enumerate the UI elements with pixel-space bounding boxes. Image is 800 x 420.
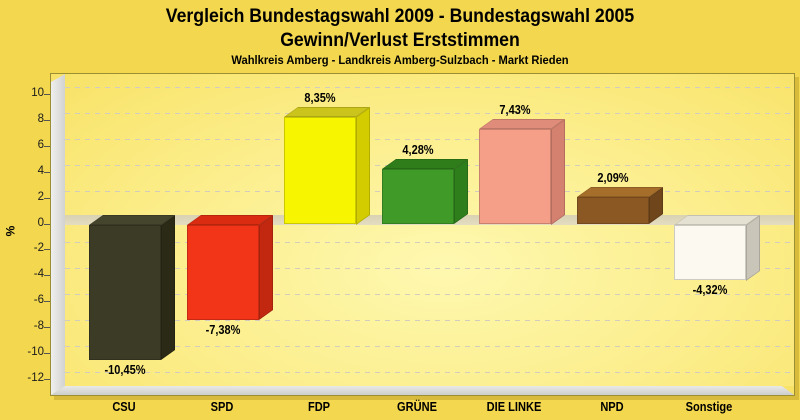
y-tick-mark (44, 120, 51, 122)
y-tick-label: 6 (37, 138, 44, 151)
y-tick-mark (44, 352, 51, 354)
x-axis-label-CSU: CSU (112, 399, 136, 414)
bar-top-SPD (186, 214, 273, 225)
bar-top-FDP (284, 106, 370, 117)
bar-GRÜNE (381, 169, 454, 225)
y-tick-label: 4 (37, 164, 44, 177)
gridline (65, 268, 794, 270)
x-axis-label-DIE LINKE: DIE LINKE (486, 399, 542, 414)
bar-side-DIE LINKE (551, 118, 565, 225)
bar-top-GRÜNE (381, 159, 468, 170)
value-label-Sonstige: -4,32% (692, 283, 728, 298)
bar-side-FDP (356, 106, 370, 225)
bar-FDP (284, 116, 356, 225)
value-label-NPD: 2,09% (596, 171, 629, 186)
gridline (65, 371, 794, 373)
y-tick-mark (44, 197, 51, 199)
chart-plot-area: -10,45% -7,38% 8,35% 4,28% 7,43% 2,09% -4,32% (50, 73, 795, 396)
y-tick-label: 0 (37, 216, 44, 229)
y-tick-label: 10 (31, 87, 44, 100)
chart-title-line2: Gewinn/Verlust Erststimmen (280, 30, 520, 51)
gridline (65, 319, 794, 321)
bar-top-Sonstige (674, 214, 760, 225)
bar-side-SPD (258, 214, 273, 320)
y-tick-label: 8 (37, 113, 44, 126)
bar-top-CSU (89, 214, 175, 225)
y-tick-mark (44, 223, 51, 225)
x-axis-label-SPD: SPD (210, 399, 233, 414)
x-axis-label-NPD: NPD (599, 399, 624, 414)
bar-top-DIE LINKE (479, 118, 565, 129)
bar-SPD (186, 224, 259, 320)
bar-DIE LINKE (479, 128, 551, 225)
gridline (65, 345, 794, 347)
y-tick-mark (44, 301, 51, 303)
chart-subtitle: Wahlkreis Amberg - Landkreis Amberg-Sulz… (231, 55, 569, 67)
y-tick-mark (44, 171, 51, 173)
gridline (65, 113, 794, 115)
y-tick-label: -6 (33, 294, 44, 307)
y-tick-mark (44, 275, 51, 277)
y-tick-label: -10 (27, 345, 44, 358)
y-tick-label: -2 (33, 242, 44, 255)
bar-NPD (576, 197, 649, 225)
y-tick-mark (44, 326, 51, 328)
bar-side-CSU (161, 214, 175, 360)
gridline (65, 87, 794, 89)
bar-top-NPD (576, 187, 663, 198)
value-label-DIE LINKE: 7,43% (499, 102, 531, 117)
y-tick-label: 2 (37, 190, 44, 203)
bar-Sonstige (674, 224, 746, 281)
y-tick-label: -12 (27, 371, 44, 384)
value-label-FDP: 8,35% (304, 90, 336, 105)
bar-CSU (89, 224, 161, 360)
x-axis-label-Sonstige: Sonstige (685, 399, 733, 414)
y-tick-mark (44, 249, 51, 251)
y-tick-mark (44, 94, 51, 96)
gridline (65, 138, 794, 140)
y-tick-mark (44, 378, 51, 380)
y-tick-mark (44, 145, 51, 147)
bar-side-Sonstige (746, 214, 760, 281)
value-label-CSU: -10,45% (104, 362, 146, 377)
x-axis-label-FDP: FDP (307, 399, 331, 414)
gridline (65, 294, 794, 296)
chart-title-line1: Vergleich Bundestagswahl 2009 - Bundesta… (165, 6, 635, 27)
gridline (65, 242, 794, 244)
value-label-GRÜNE: 4,28% (401, 143, 434, 158)
value-label-SPD: -7,38% (205, 322, 240, 337)
x-axis-label-GRÜNE: GRÜNE (396, 399, 437, 414)
left-wall-3d (51, 74, 65, 395)
bar-side-GRÜNE (453, 159, 468, 225)
y-tick-label: -4 (33, 268, 44, 281)
floor-3d (51, 386, 794, 395)
y-tick-label: -8 (33, 319, 44, 332)
